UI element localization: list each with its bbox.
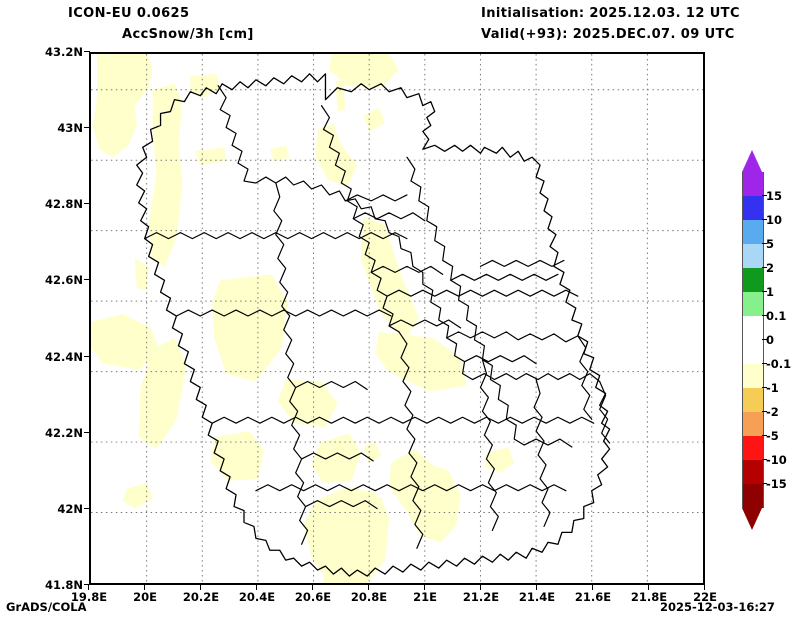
colorbar-band-4 [742,268,764,292]
colorbar-tick [762,315,767,316]
colorbar-label-1: 1 [766,285,775,299]
colorbar-label-0: 0 [766,333,775,347]
x-tick-mark [368,585,369,590]
x-tick-20.2E: 20.2E [182,590,220,604]
administrative-boundaries [136,73,611,577]
colorbar-tick [762,363,767,364]
x-tick-mark [704,585,705,590]
title-field: AccSnow/3h [cm] [122,27,254,42]
colorbar-legend[interactable] [742,150,764,530]
colorbar-band-2 [742,220,764,244]
colorbar-label-0.1: 0.1 [766,309,787,323]
y-tick-43.2N: 43.2N [45,45,83,59]
colorbar-label--0.1: -0.1 [766,357,792,371]
colorbar-label-5: 5 [766,237,775,251]
x-tick-mark [592,585,593,590]
colorbar-band-13 [742,484,764,508]
y-tick-42.4N: 42.4N [45,349,83,364]
map-gridlines [91,54,703,583]
colorbar-band-12 [742,460,764,484]
title-model: ICON-EU 0.0625 [68,6,190,21]
x-tick-20.6E: 20.6E [294,590,332,604]
generated-timestamp: 2025-12-03-16:27 [660,600,775,614]
y-tick-42.6N: 42.6N [45,273,83,288]
colorbar-label-10: 10 [766,213,783,227]
colorbar-label--2: -2 [766,405,779,419]
y-tick-mark [84,355,90,357]
colorbar-label--10: -10 [766,453,787,467]
x-tick-21.4E: 21.4E [518,590,556,604]
y-tick-mark [84,507,90,509]
snow-accumulation-layer [91,54,515,583]
colorbar-label--1: -1 [766,381,779,395]
colorbar-tick [762,195,767,196]
colorbar-label-2: 2 [766,261,775,275]
valid-time-line: Valid(+93): 2025.DEC.07. 09 UTC [481,27,735,42]
y-tick-mark [84,127,90,129]
x-tick-21.6E: 21.6E [574,590,612,604]
colorbar-band-6 [742,316,764,340]
x-tick-mark [536,585,537,590]
map-plot-area[interactable] [89,52,705,585]
colorbar-band-10 [742,412,764,436]
x-tick-21.2E: 21.2E [462,590,500,604]
colorbar-tick [762,267,767,268]
colorbar-band-8 [742,364,764,388]
colorbar-band-9 [742,388,764,412]
colorbar-bottom-arrow [742,508,762,530]
colorbar-tick [762,219,767,220]
colorbar-label--15: -15 [766,477,787,491]
y-tick-42.8N: 42.8N [45,197,83,212]
colorbar-tick [762,387,767,388]
y-tick-mark [84,584,90,585]
x-tick-20E: 20E [133,590,157,604]
x-tick-mark [424,585,425,590]
x-tick-mark [648,585,649,590]
colorbar-tick [762,339,767,340]
x-tick-20.4E: 20.4E [238,590,276,604]
credit-label: GrADS/COLA [6,600,87,614]
x-tick-mark [144,585,145,590]
x-tick-mark [312,585,313,590]
colorbar-band-11 [742,436,764,460]
colorbar-band-1 [742,196,764,220]
y-tick-mark [84,431,90,433]
colorbar-tick [762,435,767,436]
initialisation-line: Initialisation: 2025.12.03. 12 UTC [481,6,740,21]
x-tick-19.8E: 19.8E [70,590,108,604]
colorbar-tick [762,411,767,412]
y-tick-42.2N: 42.2N [45,425,83,440]
colorbar-band-7 [742,340,764,364]
x-tick-mark [256,585,257,590]
colorbar-tick [762,243,767,244]
y-tick-42N: 42N [57,501,83,516]
x-tick-mark [480,585,481,590]
y-tick-mark [84,51,90,52]
y-tick-mark [84,279,90,281]
colorbar-label-15: 15 [766,189,783,203]
colorbar-band-3 [742,244,764,268]
y-tick-41.8N: 41.8N [45,578,83,592]
colorbar-bands [742,172,764,508]
colorbar-tick [762,291,767,292]
colorbar-tick [762,483,767,484]
x-tick-21.8E: 21.8E [630,590,668,604]
x-tick-mark [88,585,89,590]
colorbar-label--5: -5 [766,429,779,443]
y-tick-43N: 43N [57,121,83,136]
x-tick-22E: 22E [693,590,717,604]
x-tick-21E: 21E [413,590,437,604]
colorbar-band-0 [742,172,764,196]
colorbar-tick [762,459,767,460]
x-tick-20.8E: 20.8E [350,590,388,604]
x-tick-mark [200,585,201,590]
colorbar-band-5 [742,292,764,316]
y-tick-mark [84,203,90,205]
colorbar-top-arrow [742,150,762,172]
